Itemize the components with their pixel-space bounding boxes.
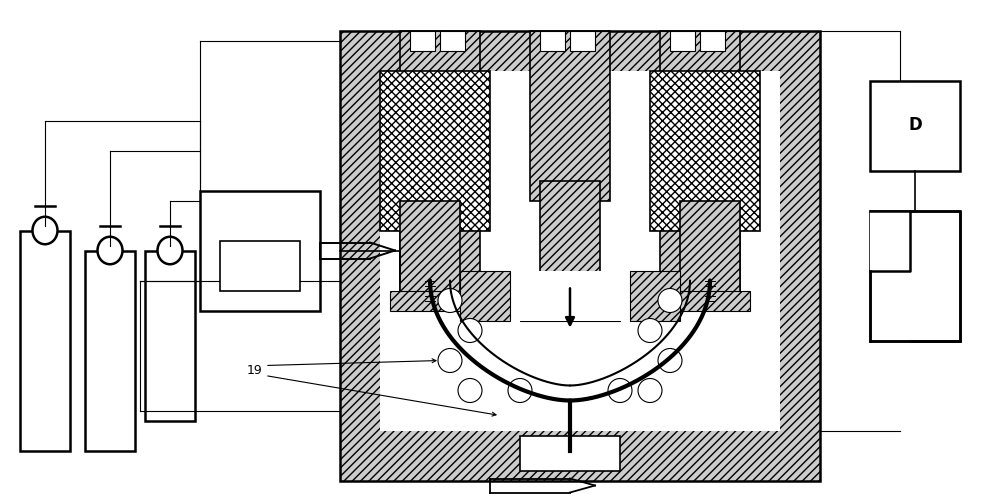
Bar (520, 291, 620, 321)
Bar (540, 31, 565, 51)
Bar (870, 210, 960, 341)
Circle shape (608, 378, 632, 402)
Bar (440, 31, 465, 51)
Bar (630, 271, 680, 321)
Bar (570, 31, 595, 51)
Bar (540, 180, 600, 301)
Ellipse shape (98, 237, 122, 264)
Circle shape (658, 289, 682, 313)
Bar (220, 240, 300, 291)
Bar (460, 271, 510, 321)
Circle shape (458, 378, 482, 402)
Bar (660, 31, 740, 301)
Text: D: D (908, 117, 922, 134)
Bar (670, 291, 750, 311)
Bar (410, 31, 435, 51)
Bar (520, 435, 620, 470)
Ellipse shape (32, 217, 58, 244)
Bar (340, 31, 820, 480)
Bar (380, 71, 780, 430)
Bar (670, 31, 695, 51)
Circle shape (638, 319, 662, 343)
Circle shape (438, 349, 462, 373)
Circle shape (508, 378, 532, 402)
Bar (870, 210, 910, 271)
Circle shape (638, 378, 662, 402)
Bar (700, 31, 725, 51)
Bar (400, 31, 480, 301)
Ellipse shape (158, 237, 182, 264)
Bar (390, 291, 470, 311)
Bar (400, 200, 460, 301)
Bar (680, 200, 740, 301)
Text: 19: 19 (247, 364, 263, 377)
Bar (20, 230, 70, 450)
Bar (870, 81, 960, 170)
Circle shape (458, 319, 482, 343)
Bar (145, 250, 195, 420)
Bar (380, 71, 490, 230)
Circle shape (438, 289, 462, 313)
Bar (460, 271, 680, 321)
Bar (200, 190, 320, 311)
Bar (530, 31, 610, 200)
Bar (85, 250, 135, 450)
Bar (650, 71, 760, 230)
Circle shape (658, 349, 682, 373)
